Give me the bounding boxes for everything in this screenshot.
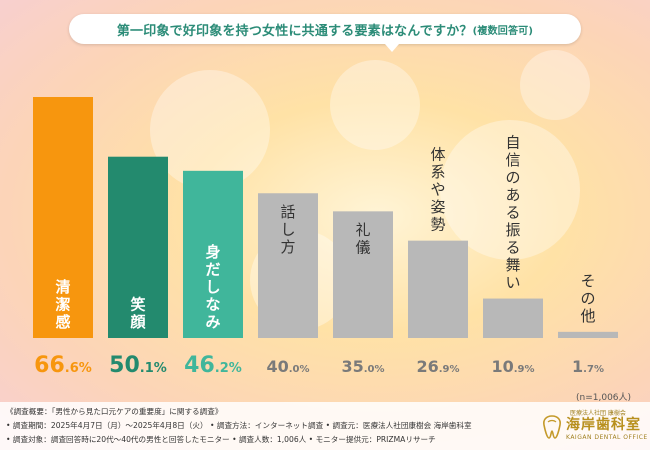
- category-label-char: 振: [505, 221, 520, 239]
- value-label-part: 35: [341, 357, 363, 376]
- category-label-char: 姿: [430, 198, 445, 216]
- category-label-char: 潔: [55, 296, 70, 314]
- category-label-char: 他: [580, 307, 595, 325]
- value-label-part: .9: [439, 364, 450, 375]
- category-label-char: 礼: [355, 221, 370, 239]
- category-label-char: 身: [205, 243, 220, 261]
- survey-target-count: • 調査対象：調査回答時に20代～40代の男性と回答したモニター • 調査人数：…: [6, 435, 436, 444]
- category-label-char: や: [430, 181, 445, 199]
- value-label-part: 10: [491, 357, 513, 376]
- value-label-part: %: [229, 361, 242, 376]
- value-label-part: %: [300, 364, 310, 375]
- category-label-6: 体系や姿勢: [430, 146, 445, 234]
- value-label-part: %: [594, 364, 604, 375]
- category-label-5: 礼儀: [355, 221, 370, 256]
- value-label-part: .0: [364, 364, 375, 375]
- category-label-char: な: [205, 296, 220, 314]
- category-label-char: い: [505, 274, 520, 292]
- bar-8: [558, 331, 618, 338]
- bar-1: [33, 97, 93, 338]
- value-label-part: %: [525, 364, 535, 375]
- value-label-2: 50.1%: [109, 353, 167, 378]
- category-label-char: 方: [280, 238, 295, 256]
- category-label-char: 体: [430, 146, 445, 164]
- category-label-char: 系: [430, 163, 445, 181]
- category-label-8: その他: [580, 272, 595, 325]
- category-label-char: あ: [505, 186, 520, 204]
- value-label-part: %: [375, 364, 385, 375]
- chart-title: 第一印象で好印象を持つ女性に共通する要素はなんですか？: [116, 23, 473, 39]
- category-label-char: み: [205, 313, 220, 331]
- value-label-part: 66: [34, 353, 65, 378]
- survey-notes: 《調査概要：「男性から見た口元ケアの重要度」に関する調査》 • 調査期間：202…: [0, 402, 650, 450]
- bar-3: [183, 170, 243, 338]
- value-label-part: 40: [266, 357, 288, 376]
- bar-2: [108, 156, 168, 338]
- category-label-char: 顔: [129, 313, 146, 331]
- value-label-6: 26.9%: [416, 357, 459, 376]
- bar-4: [258, 193, 318, 338]
- clinic-logo: 医療法人社団 康樹会 海岸歯科室 KAIGAN DENTAL OFFICE: [540, 408, 648, 446]
- category-label-4: 話し方: [280, 203, 295, 256]
- value-label-part: .7: [583, 364, 594, 375]
- chart-title-sub: (複数回答可): [472, 25, 534, 37]
- category-label-char: 自: [505, 134, 520, 152]
- category-label-char: そ: [580, 272, 595, 290]
- value-label-part: 1: [572, 357, 583, 376]
- logo-clinic-name: 海岸歯科室: [566, 417, 641, 433]
- logo-english-name: KAIGAN DENTAL OFFICE: [566, 434, 648, 441]
- value-label-part: %: [450, 364, 460, 375]
- bar-7: [483, 298, 543, 338]
- category-label-char: だ: [205, 261, 220, 279]
- sample-size-note: (n=1,006人): [576, 393, 632, 403]
- value-label-part: %: [79, 361, 92, 376]
- value-label-part: 50: [109, 353, 140, 378]
- survey-overview: 《調査概要：「男性から見た口元ケアの重要度」に関する調査》: [6, 407, 223, 416]
- chart-title-box: 第一印象で好印象を持つ女性に共通する要素はなんですか？ (複数回答可): [69, 14, 581, 52]
- category-label-3: 身だしなみ: [205, 243, 220, 331]
- value-label-part: .6: [65, 361, 79, 376]
- value-label-1: 66.6%: [34, 353, 92, 378]
- logo-corp-name: 医療法人社団 康樹会: [570, 410, 626, 417]
- value-label-3: 46.2%: [184, 353, 242, 378]
- category-label-char: 舞: [505, 256, 520, 274]
- bokeh-circle: [150, 70, 270, 190]
- category-label-7: 自信のある振る舞い: [505, 134, 520, 292]
- survey-period-method: • 調査期間：2025年4月7日（月）～2025年4月8日（火） • 調査方法：…: [6, 421, 472, 430]
- category-label-1: 清潔感: [55, 278, 70, 331]
- category-label-char: 清: [55, 278, 70, 296]
- category-label-char: 儀: [355, 238, 370, 256]
- value-label-4: 40.0%: [266, 357, 309, 376]
- bar-6: [408, 240, 468, 338]
- category-label-char: 話: [280, 203, 295, 221]
- tooth-icon: [543, 415, 561, 439]
- value-label-8: 1.7%: [572, 357, 604, 376]
- value-label-part: %: [154, 361, 167, 376]
- category-label-char: る: [505, 204, 520, 222]
- category-label-char: 信: [505, 151, 520, 169]
- category-label-char: し: [205, 278, 220, 296]
- category-label-char: 感: [55, 313, 70, 331]
- value-label-part: .1: [140, 361, 154, 376]
- category-label-char: る: [505, 239, 520, 257]
- category-label-2: 笑顔: [129, 296, 146, 332]
- value-label-part: .9: [514, 364, 525, 375]
- category-label-char: の: [580, 289, 595, 307]
- value-label-part: 46: [184, 353, 215, 378]
- category-label-char: の: [505, 169, 520, 187]
- category-label-char: 勢: [430, 216, 445, 234]
- bar-5: [333, 211, 393, 338]
- value-label-part: .0: [289, 364, 300, 375]
- value-label-7: 10.9%: [491, 357, 534, 376]
- category-label-char: し: [280, 220, 295, 238]
- value-label-5: 35.0%: [341, 357, 384, 376]
- bokeh-circle: [520, 50, 590, 120]
- bokeh-circle: [440, 120, 580, 260]
- category-label-char: 笑: [130, 296, 145, 314]
- value-label-part: .2: [215, 361, 229, 376]
- value-label-part: 26: [416, 357, 438, 376]
- bokeh-circle: [330, 60, 420, 150]
